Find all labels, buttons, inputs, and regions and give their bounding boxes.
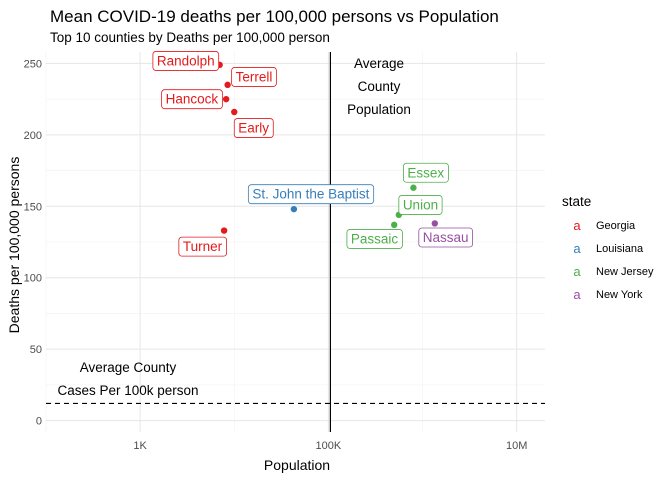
data-point	[231, 108, 238, 116]
legend-key: a	[573, 287, 581, 302]
annotation-line: Average County	[80, 360, 177, 375]
label-border	[161, 89, 223, 110]
point-label-box: Passaic	[346, 229, 403, 249]
point-label: St. John the Baptist	[252, 187, 369, 202]
point-label: Union	[403, 197, 438, 212]
average-cases-label: Average County Cases Per 100k person	[57, 360, 198, 398]
label-border	[418, 227, 473, 248]
annotation-line: Cases Per 100k person	[57, 383, 198, 398]
point-label-box: Terrell	[231, 67, 277, 87]
label-border	[403, 162, 449, 183]
y-tick-label: 200	[24, 130, 42, 142]
legend-title: state	[562, 194, 591, 209]
x-tick-label: 100K	[316, 440, 342, 452]
point-label-box: Early	[233, 118, 274, 138]
legend-key: a	[573, 264, 581, 279]
average-population-label: Average County Population	[347, 56, 411, 117]
label-border	[152, 51, 220, 71]
legend-label: Georgia	[596, 220, 636, 232]
data-point	[290, 205, 298, 213]
label-border	[178, 236, 228, 257]
point-label-box: Hancock	[161, 89, 223, 110]
data-point	[431, 220, 438, 227]
point-label: Essex	[407, 165, 444, 180]
legend-key: a	[573, 241, 581, 256]
legend-item: a New Jersey	[573, 264, 654, 279]
grid	[45, 52, 545, 432]
label-border	[346, 229, 403, 249]
point-label: Turner	[183, 239, 223, 254]
legend-label: New Jersey	[596, 266, 654, 278]
point-label: Passaic	[351, 231, 399, 246]
point-label-box: Turner	[178, 236, 228, 257]
legend-key: a	[573, 218, 581, 233]
chart-title: Mean COVID-19 deaths per 100,000 persons…	[50, 7, 499, 26]
point-label: Randolph	[157, 53, 215, 68]
x-tick-label: 10M	[506, 440, 527, 452]
point-label-box: St. John the Baptist	[247, 184, 375, 205]
point-label-box: Randolph	[152, 51, 220, 71]
annotation-line: Population	[347, 102, 411, 117]
data-points	[216, 61, 438, 234]
label-border	[398, 195, 443, 215]
point-label: Terrell	[236, 69, 273, 84]
label-border	[231, 67, 277, 87]
annotation-line: Average	[354, 56, 404, 71]
point-label: Nassau	[423, 230, 469, 245]
point-label: Hancock	[166, 92, 219, 107]
y-tick-label: 50	[30, 344, 42, 356]
legend-item: a Georgia	[573, 218, 636, 233]
data-point	[224, 81, 231, 89]
chart-subtitle: Top 10 counties by Deaths per 100,000 pe…	[50, 30, 330, 45]
y-tick-label: 150	[24, 201, 42, 213]
data-point	[390, 221, 398, 229]
label-border	[247, 184, 375, 205]
point-label-box: Essex	[403, 162, 449, 183]
point-label-box: Union	[398, 195, 443, 215]
data-point	[222, 95, 230, 103]
plot-panel: 1K 100K 10M 0 50 100 150 200 250 Average County Pop…	[24, 51, 545, 452]
data-point	[220, 227, 228, 234]
x-tick-label: 1K	[133, 440, 147, 452]
data-point	[410, 184, 417, 191]
y-tick-label: 100	[24, 273, 42, 285]
x-axis-title: Population	[264, 457, 330, 473]
point-labels: Randolph Terrell Hancock Early Turner St. Joh…	[152, 51, 473, 257]
legend-item: a Louisiana	[573, 241, 644, 256]
legend-item: a New York	[573, 287, 643, 302]
point-label-box: Nassau	[418, 227, 473, 248]
y-tick-label: 250	[24, 58, 42, 70]
point-label: Early	[238, 121, 269, 136]
legend: state a Georgia a Louisiana a New Jersey a New …	[562, 194, 654, 302]
y-tick-label: 0	[36, 416, 42, 428]
y-axis-title: Deaths per 100,000 persons	[6, 157, 22, 334]
annotation-line: County	[358, 79, 401, 94]
legend-label: New York	[596, 289, 643, 301]
legend-label: Louisiana	[596, 243, 644, 255]
label-border	[233, 118, 274, 138]
